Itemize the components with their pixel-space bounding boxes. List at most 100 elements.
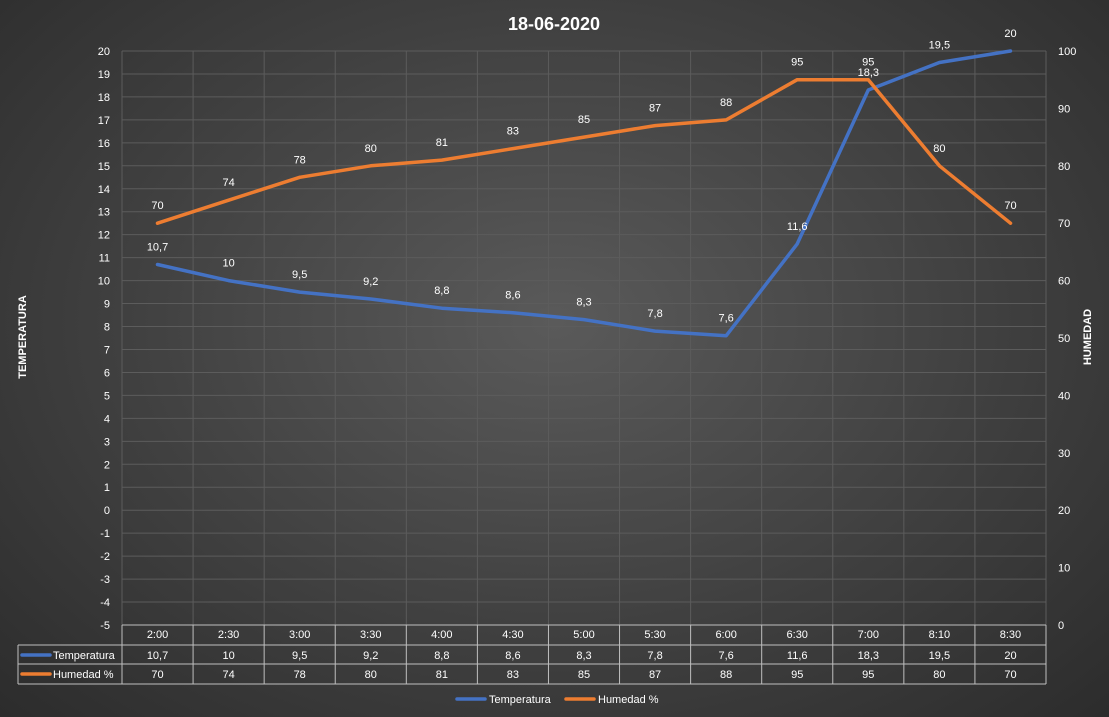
- table-cell: 20: [1004, 650, 1016, 662]
- data-point: [511, 147, 515, 151]
- y2-tick-label: 80: [1058, 161, 1070, 173]
- data-point: [298, 175, 302, 179]
- y-tick-label: 1: [104, 482, 110, 494]
- table-cell: 95: [862, 669, 874, 681]
- data-point: [298, 290, 302, 294]
- y-tick-label: -2: [100, 551, 110, 563]
- table-cell: 70: [1004, 669, 1016, 681]
- data-label: 74: [222, 177, 234, 189]
- x-category-label: 6:00: [715, 629, 736, 641]
- data-table: 2:00 2:30 3:00 3:30 4:00 4:30 5:00 5:30 6:00 6:30…: [17, 624, 1047, 685]
- y-tick-label: 7: [104, 344, 110, 356]
- table-cell: 81: [436, 669, 448, 681]
- y-tick-label: -3: [100, 574, 110, 586]
- y-tick-label: 11: [99, 253, 110, 265]
- data-label: 85: [578, 114, 590, 126]
- data-point: [937, 164, 941, 168]
- x-category-label: 4:00: [431, 629, 452, 641]
- data-label: 8,8: [434, 285, 449, 297]
- data-label: 83: [507, 126, 519, 138]
- table-cell: 78: [294, 669, 306, 681]
- data-point: [156, 221, 160, 225]
- y2-tick-label: 100: [1058, 46, 1076, 58]
- data-label: 70: [151, 200, 163, 212]
- data-label: 18,3: [858, 67, 879, 79]
- table-cell: 95: [791, 669, 803, 681]
- y-tick-label: -5: [100, 620, 110, 632]
- y-tick-label: 18: [98, 92, 110, 104]
- data-label: 80: [933, 143, 945, 155]
- x-category-label: 3:00: [289, 629, 310, 641]
- legend-label: Humedad %: [598, 694, 659, 706]
- y2-tick-label: 60: [1058, 276, 1070, 288]
- table-cell: 8,3: [576, 650, 591, 662]
- data-point: [866, 78, 870, 82]
- table-cell: 80: [365, 669, 377, 681]
- y-tick-label: 8: [104, 322, 110, 334]
- y-tick-label: 13: [98, 207, 110, 219]
- table-cell: 80: [933, 669, 945, 681]
- data-point: [1008, 49, 1012, 53]
- data-point: [866, 88, 870, 92]
- y-tick-label: -4: [100, 597, 110, 609]
- y-tick-label: 6: [104, 367, 110, 379]
- x-category-label: 8:30: [1000, 629, 1021, 641]
- x-category-label: 8:10: [929, 629, 950, 641]
- data-label: 10,7: [147, 242, 168, 254]
- data-label: 8,6: [505, 290, 520, 302]
- table-row-header: Temperatura: [53, 650, 116, 662]
- y-tick-label: 19: [98, 69, 110, 81]
- data-label: 88: [720, 97, 732, 109]
- y-tick-label: 4: [104, 413, 110, 425]
- data-label: 7,8: [647, 308, 662, 320]
- y-tick-label: 5: [104, 390, 110, 402]
- table-cell: 10,7: [147, 650, 168, 662]
- data-point: [937, 60, 941, 64]
- table-cell: 87: [649, 669, 661, 681]
- data-label: 7,6: [719, 313, 734, 325]
- data-label: 20: [1004, 28, 1016, 40]
- data-point: [582, 135, 586, 139]
- table-cell: 19,5: [929, 650, 950, 662]
- y2-tick-label: 0: [1058, 620, 1064, 632]
- y-tick-label: 15: [98, 161, 110, 173]
- x-category-label: 2:00: [147, 629, 168, 641]
- data-label: 81: [436, 137, 448, 149]
- table-row-header: Humedad %: [53, 669, 114, 681]
- data-point: [369, 297, 373, 301]
- x-category-label: 4:30: [502, 629, 523, 641]
- y-tick-label: 2: [104, 459, 110, 471]
- table-cell: 85: [578, 669, 590, 681]
- series-line-temperatura: [155, 49, 1013, 338]
- y2-axis-title: HUMEDAD: [1082, 309, 1094, 365]
- x-category-label: 2:30: [218, 629, 239, 641]
- table-cell: 70: [151, 669, 163, 681]
- data-label: 78: [294, 154, 306, 166]
- data-point: [724, 118, 728, 122]
- x-category-label: 3:30: [360, 629, 381, 641]
- data-point: [795, 242, 799, 246]
- y2-tick-label: 20: [1058, 505, 1070, 517]
- data-point: [582, 318, 586, 322]
- data-point: [653, 329, 657, 333]
- table-cell: 9,2: [363, 650, 378, 662]
- table-cell: 9,5: [292, 650, 307, 662]
- data-label: 87: [649, 103, 661, 115]
- data-point: [653, 124, 657, 128]
- x-category-label: 7:00: [858, 629, 879, 641]
- y2-tick-label: 90: [1058, 103, 1070, 115]
- data-label: 11,6: [787, 221, 808, 233]
- data-point: [1008, 221, 1012, 225]
- data-point: [227, 198, 231, 202]
- series-lines: [155, 49, 1013, 338]
- table-cell: 83: [507, 669, 519, 681]
- legend: Temperatura Humedad %: [455, 694, 659, 706]
- y-tick-label: -1: [100, 528, 110, 540]
- y2-tick-label: 10: [1058, 563, 1070, 575]
- table-cell: 8,6: [505, 650, 520, 662]
- x-category-label: 5:00: [573, 629, 594, 641]
- x-category-label: 6:30: [787, 629, 808, 641]
- table-cell: 74: [222, 669, 234, 681]
